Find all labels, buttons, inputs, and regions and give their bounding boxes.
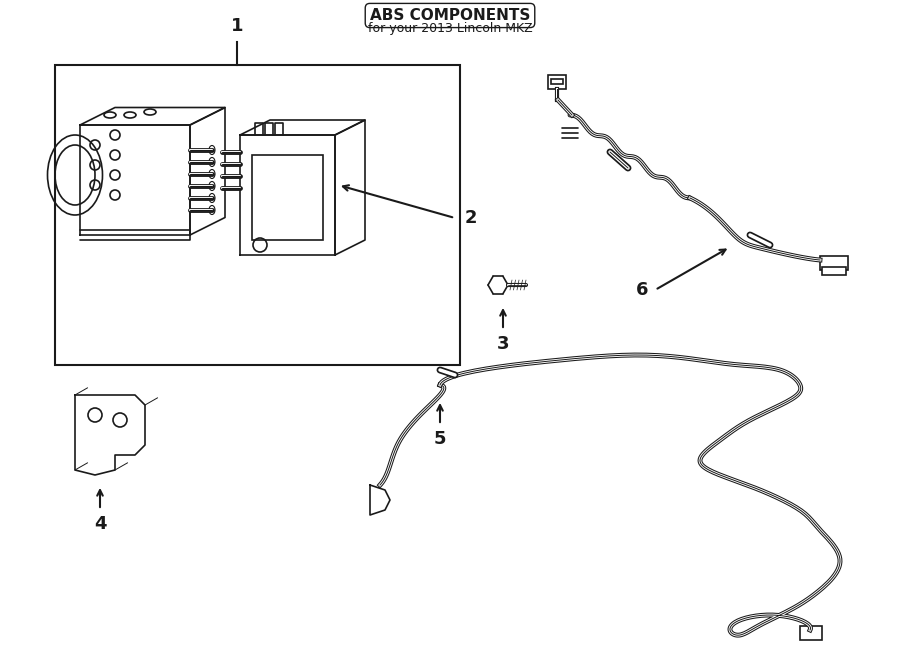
- Bar: [55, 65, 460, 365]
- Ellipse shape: [209, 158, 215, 167]
- Text: 1: 1: [230, 17, 243, 35]
- Bar: [800, 626, 822, 640]
- Bar: [820, 256, 848, 270]
- Text: 2: 2: [465, 209, 478, 227]
- Text: for your 2013 Lincoln MKZ: for your 2013 Lincoln MKZ: [368, 22, 532, 35]
- Text: 6: 6: [635, 281, 648, 299]
- Text: 3: 3: [497, 335, 509, 353]
- Ellipse shape: [209, 169, 215, 179]
- Text: ABS COMPONENTS: ABS COMPONENTS: [370, 8, 530, 23]
- Text: 5: 5: [434, 430, 446, 448]
- Text: 4: 4: [94, 515, 106, 533]
- Bar: [252, 155, 323, 240]
- Ellipse shape: [209, 193, 215, 203]
- Ellipse shape: [209, 205, 215, 214]
- Bar: [551, 79, 563, 84]
- Bar: [548, 75, 566, 89]
- Ellipse shape: [209, 181, 215, 191]
- Ellipse shape: [209, 146, 215, 154]
- Bar: [822, 267, 846, 275]
